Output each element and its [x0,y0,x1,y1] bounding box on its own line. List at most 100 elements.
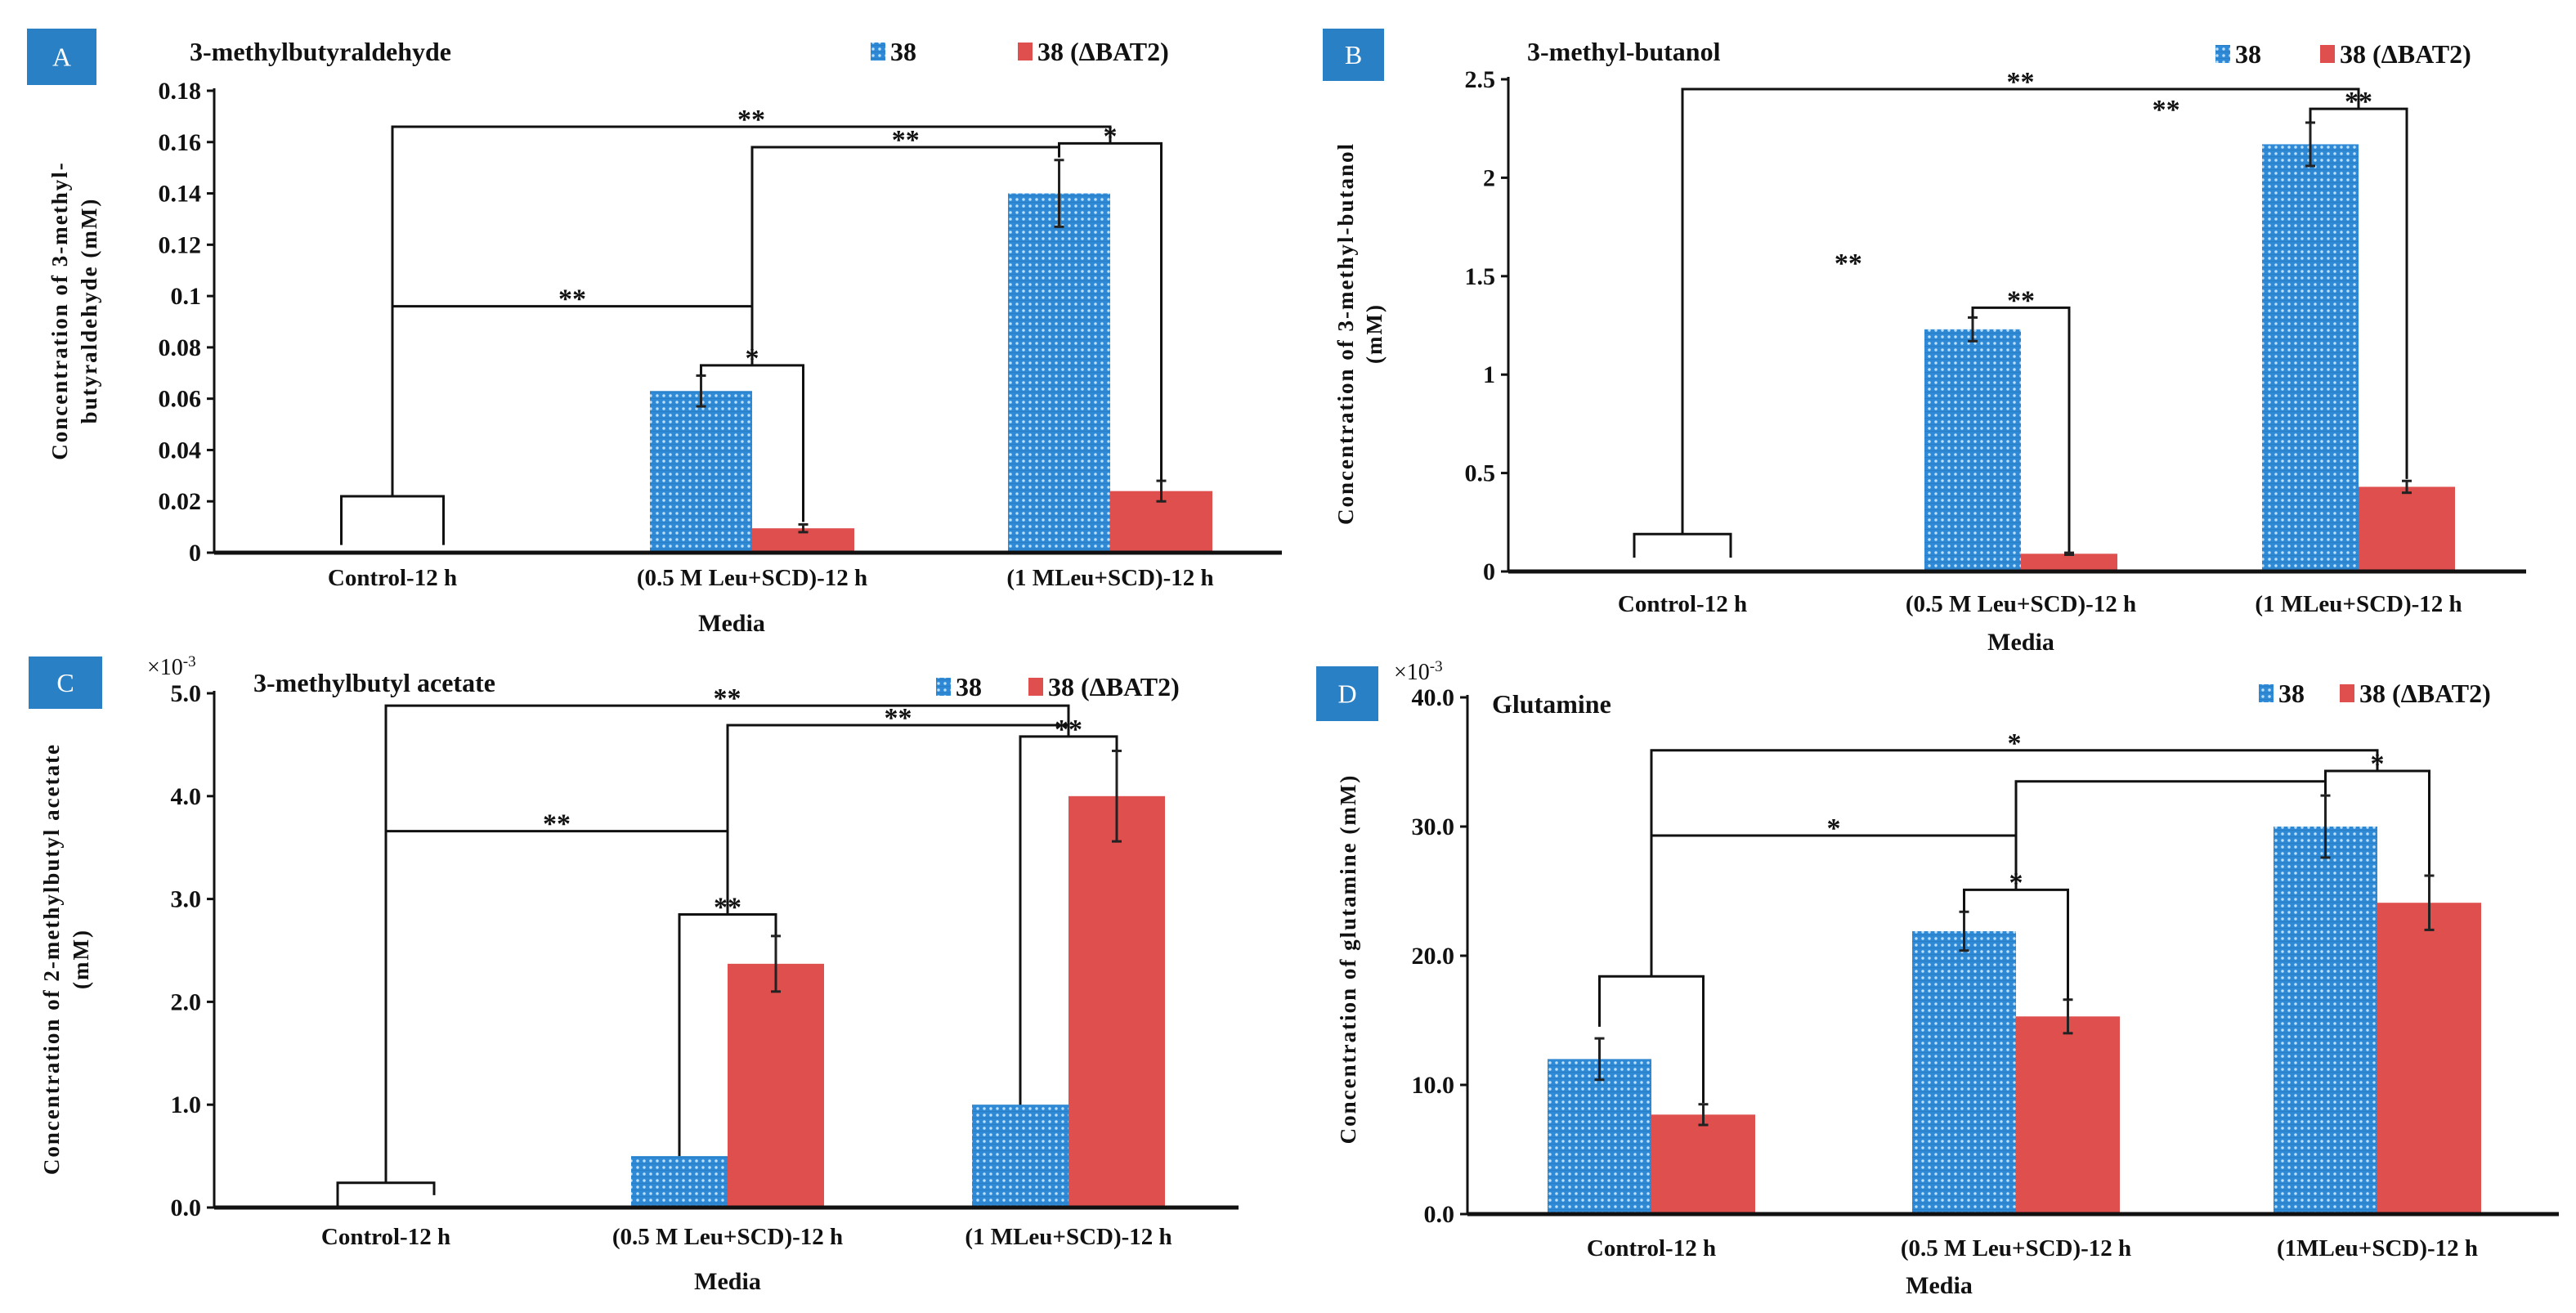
error-bar [2320,794,2331,859]
x-tick-label: (1 MLeu+SCD)-12 h [2255,591,2462,617]
bar-dbat2-2 [2359,486,2455,571]
panel-badge [27,29,96,85]
significance-label: ** [543,809,571,840]
legend-label: 38 [956,672,982,701]
legend-swatch-38 [871,43,885,60]
axis-multiplier: ×10-3 [1394,658,1443,685]
multiplier-base: ×10 [147,655,183,680]
x-tick-label: Control-12 h [1618,591,1747,617]
panel-badge [1316,666,1378,721]
y-tick-label: 0.1 [171,283,202,310]
significance-bracket [336,1181,436,1206]
legend-label: 38 (ΔBAT2) [1037,37,1169,66]
y-tick-label: 20.0 [1412,943,1455,970]
chart-title: Glutamine [1492,689,1611,719]
panel-c: C 3-methylbutyl acetate ×10-3 38 38 (ΔBAT2) 0… [29,653,1239,1295]
y-tick-label: 0 [1483,558,1495,585]
panel-badge [29,656,102,709]
y-tick-label: 0.0 [1424,1201,1455,1228]
significance-bracket [1971,306,2071,552]
bar-38-2 [1008,193,1110,553]
y-tick-label: 1 [1483,361,1495,388]
bar-38-1 [1912,930,2016,1214]
y-tick-label: 0.0 [171,1194,202,1221]
legend-label: 38 (ΔBAT2) [2359,679,2491,708]
significance-bracket [384,704,1070,1183]
y-axis-label: (mM) [1362,303,1387,364]
significance-bracket [1633,532,1732,558]
significance-label: ** [2007,67,2035,97]
significance-label: ** [714,683,741,714]
significance-bracket [1681,87,2360,535]
y-tick-label: 30.0 [1412,813,1455,840]
panel-letter: A [52,43,71,72]
x-tick-label: (1MLeu+SCD)-12 h [2277,1235,2478,1261]
panel-letter: B [1345,40,1362,69]
significance-bracket [391,305,754,496]
significance-bracket [391,125,1112,307]
multiplier-exponent: -3 [183,653,196,670]
y-tick-label: 2.5 [1465,66,1496,93]
panel-b: B 3-methyl-butanol 38 38 (ΔBAT2) 0 0.5 1 1.5 2 2.… [1323,29,2526,656]
significance-bracket [1598,975,1705,1104]
y-tick-label: 1.0 [171,1091,202,1118]
chart-title: 3-methyl-butanol [1527,37,1721,66]
significance-label: * [2008,728,2022,759]
significance-label: ** [2007,285,2035,316]
x-tick-label: (0.5 M Leu+SCD)-12 h [1901,1235,2131,1261]
y-axis-label: Concentration of glutamine (mM) [1336,774,1360,1145]
legend-swatch-dbat2 [1028,678,1043,696]
bar-dbat2-1 [2016,1016,2120,1214]
legend-label: 38 [2235,39,2261,69]
panel-letter: C [56,668,74,697]
x-tick-label: (0.5 M Leu+SCD)-12 h [612,1224,843,1250]
legend-swatch-38 [936,678,951,696]
bar-38-2 [972,1105,1068,1208]
axis-multiplier: ×10-3 [147,653,196,680]
x-tick-label: Control-12 h [321,1224,450,1250]
bar-38-2 [2274,827,2377,1214]
bar-dbat2-1 [728,963,824,1208]
significance-label: ** [737,105,765,135]
error-bar [798,522,809,534]
x-tick-label: (1 MLeu+SCD)-12 h [1006,565,1213,591]
error-bar [2402,479,2412,495]
y-axis-label: butyraldehyde (mM) [77,198,101,424]
y-tick-label: 0.08 [159,334,202,361]
y-tick-label: 3.0 [171,886,202,913]
error-bar [2064,551,2074,557]
legend-swatch-38 [2259,684,2274,702]
legend-label: 38 [890,37,916,66]
chart-title: 3-methylbutyraldehyde [190,37,451,66]
y-tick-label: 2 [1483,164,1495,191]
legend-label: 38 (ΔBAT2) [1048,672,1180,701]
error-bar [2424,874,2435,931]
x-axis-label: Media [698,610,765,637]
y-tick-label: 2.0 [171,988,202,1015]
error-bar [1054,159,1064,228]
x-tick-label: Control-12 h [1587,1235,1716,1261]
significance-label: * [1827,813,1841,844]
significance-bracket [726,724,1070,831]
bar-dbat2-0 [1651,1114,1755,1214]
error-bar [1698,1103,1709,1127]
significance-label: ** [558,285,586,315]
multiplier-base: ×10 [1394,660,1430,685]
y-tick-label: 0.04 [159,437,202,464]
error-bar [1594,1037,1605,1082]
legend-swatch-dbat2 [2320,45,2335,63]
significance-bracket [1963,888,2069,1000]
y-axis-label: (mM) [69,929,93,989]
multiplier-exponent: -3 [1430,658,1443,675]
x-axis-label: Media [1987,629,2054,656]
significance-bracket [1650,749,2379,977]
significance-label: ** [892,125,920,155]
x-axis-label: Media [694,1268,761,1295]
y-tick-label: 0.18 [159,78,202,105]
bar-38-1 [631,1156,728,1208]
bar-38-2 [2262,144,2359,572]
bar-38-1 [1924,329,2021,571]
significance-label: ** [885,703,912,733]
x-axis-label: Media [1906,1272,1973,1299]
